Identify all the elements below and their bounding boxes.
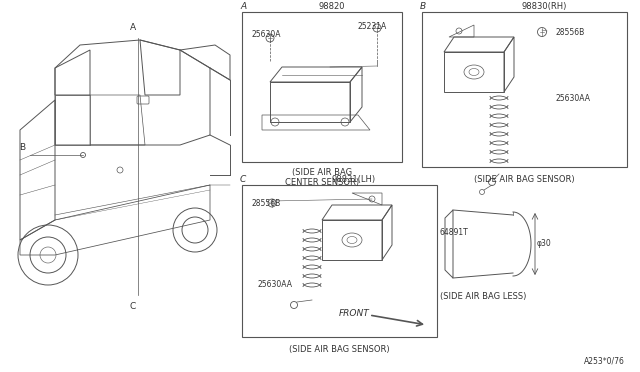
Text: B: B <box>19 144 25 153</box>
Text: φ30: φ30 <box>537 240 552 248</box>
Text: C: C <box>240 175 246 184</box>
Text: A: A <box>130 23 136 32</box>
Bar <box>242 185 437 337</box>
Text: 25630AA: 25630AA <box>555 94 590 103</box>
Text: 25630A: 25630A <box>252 30 282 39</box>
Text: B: B <box>420 2 426 11</box>
Text: 25630AA: 25630AA <box>257 280 292 289</box>
Text: 64891T: 64891T <box>440 228 468 237</box>
Text: 98820: 98820 <box>319 2 345 11</box>
Text: A253*0/76: A253*0/76 <box>584 356 625 365</box>
Text: (SIDE AIR BAG SENSOR): (SIDE AIR BAG SENSOR) <box>474 175 574 184</box>
Text: (SIDE AIR BAG LESS): (SIDE AIR BAG LESS) <box>440 292 526 301</box>
Text: 25231A: 25231A <box>357 22 387 31</box>
Text: FRONT: FRONT <box>339 309 369 318</box>
Text: (SIDE AIR BAG: (SIDE AIR BAG <box>292 168 352 177</box>
Text: C: C <box>130 302 136 311</box>
Text: 28556B: 28556B <box>252 199 281 208</box>
Text: (SIDE AIR BAG SENSOR): (SIDE AIR BAG SENSOR) <box>289 345 389 354</box>
Bar <box>242 12 402 162</box>
Text: A: A <box>240 2 246 11</box>
Text: 28556B: 28556B <box>555 28 584 37</box>
Text: 98830(RH): 98830(RH) <box>522 2 566 11</box>
Text: CENTER SENSOR): CENTER SENSOR) <box>285 178 359 187</box>
Text: 98831(LH): 98831(LH) <box>332 175 376 184</box>
Bar <box>422 12 627 167</box>
